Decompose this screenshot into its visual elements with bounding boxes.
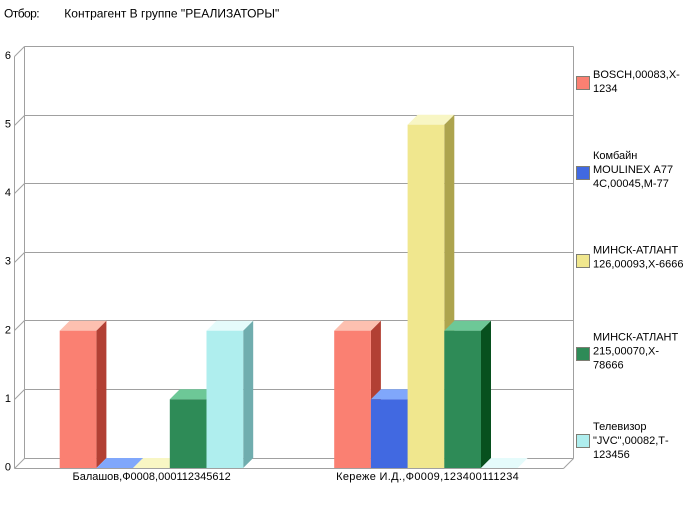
svg-text:0: 0: [5, 462, 11, 474]
svg-text:123456: 123456: [593, 449, 630, 461]
svg-text:2: 2: [5, 324, 11, 336]
svg-text:1234: 1234: [593, 83, 617, 95]
svg-text:Комбайн: Комбайн: [593, 150, 637, 162]
svg-text:МИНСК-АТЛАНТ: МИНСК-АТЛАНТ: [593, 332, 678, 344]
svg-text:4: 4: [5, 187, 11, 199]
svg-text:5: 5: [5, 119, 11, 131]
svg-text:Балашов,Ф0008,000112345612: Балашов,Ф0008,000112345612: [72, 471, 230, 483]
svg-text:215,00070,Х-: 215,00070,Х-: [593, 346, 659, 358]
svg-text:BOSCH,00083,Х-: BOSCH,00083,Х-: [593, 69, 680, 81]
svg-text:МИНСК-АТЛАНТ: МИНСК-АТЛАНТ: [593, 245, 678, 257]
svg-text:Отбор:: Отбор:: [4, 7, 39, 21]
svg-text:4С,00045,М-77: 4С,00045,М-77: [593, 178, 669, 190]
svg-text:1: 1: [5, 393, 11, 405]
svg-text:78666: 78666: [593, 360, 624, 372]
svg-text:Телевизор: Телевизор: [593, 421, 647, 433]
svg-text:3: 3: [5, 256, 11, 268]
svg-text:126,00093,Х-6666: 126,00093,Х-6666: [593, 259, 684, 271]
svg-text:Контрагент В группе "РЕАЛИЗАТО: Контрагент В группе "РЕАЛИЗАТОРЫ": [64, 7, 279, 21]
svg-text:MOULINEX А77: MOULINEX А77: [593, 164, 673, 176]
svg-text:6: 6: [5, 50, 11, 62]
svg-text:Кереже И.Д.,Ф0009,123400111234: Кереже И.Д.,Ф0009,123400111234: [336, 471, 519, 483]
svg-text:"JVC",00082,Т-: "JVC",00082,Т-: [593, 435, 669, 447]
